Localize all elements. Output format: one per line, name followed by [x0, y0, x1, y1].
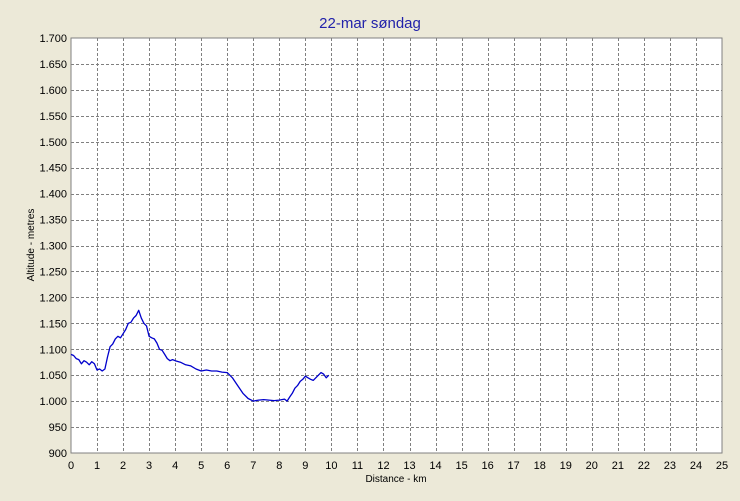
y-tick-label: 1.000	[39, 396, 67, 408]
y-tick-label: 1.200	[39, 292, 67, 304]
x-tick-label: 10	[325, 460, 337, 472]
y-tick-label: 1.350	[39, 215, 67, 227]
y-tick-label: 1.300	[39, 241, 67, 253]
y-tick-label: 1.550	[39, 111, 67, 123]
grid-layer	[71, 38, 722, 453]
y-tick-label: 1.050	[39, 370, 67, 382]
x-tick-label: 24	[690, 460, 702, 472]
x-tick-label: 23	[664, 460, 676, 472]
chart-title: 22-mar søndag	[319, 15, 421, 32]
y-tick-label: 1.700	[39, 33, 67, 45]
x-tick-label: 12	[377, 460, 389, 472]
y-tick-label: 1.100	[39, 344, 67, 356]
y-tick-label: 1.600	[39, 85, 67, 97]
x-axis-label: Distance - km	[365, 474, 426, 485]
x-tick-label: 0	[68, 460, 74, 472]
x-tick-label: 19	[560, 460, 572, 472]
x-tick-label: 8	[276, 460, 282, 472]
x-tick-label: 13	[403, 460, 415, 472]
x-tick-label: 5	[198, 460, 204, 472]
x-tick-label: 6	[224, 460, 230, 472]
x-tick-label: 4	[172, 460, 178, 472]
plot-border	[70, 37, 723, 454]
y-tick-label: 1.250	[39, 266, 67, 278]
x-tick-label: 14	[429, 460, 441, 472]
altitude-series-line	[70, 309, 330, 402]
x-tick-label: 21	[612, 460, 624, 472]
x-tick-layer: 0 1 2 3 4 5 6 7 8 9 10 11 12 13 14 15 16 17 18 19 20 21 22 23 24…	[68, 460, 728, 472]
y-tick-label: 950	[49, 422, 67, 434]
y-tick-label: 1.400	[39, 189, 67, 201]
x-tick-label: 20	[586, 460, 598, 472]
x-tick-label: 9	[302, 460, 308, 472]
y-axis-label: Altitude - metres	[26, 209, 37, 282]
y-tick-label: 1.650	[39, 59, 67, 71]
y-tick-label: 1.150	[39, 318, 67, 330]
x-tick-label: 16	[482, 460, 494, 472]
x-tick-label: 17	[508, 460, 520, 472]
x-tick-label: 18	[534, 460, 546, 472]
y-tick-layer: 900 950 1.000 1.050 1.100 1.150 1.200 1.250 1.30…	[39, 33, 67, 460]
y-tick-label: 1.450	[39, 163, 67, 175]
x-tick-label: 22	[638, 460, 650, 472]
x-tick-label: 15	[455, 460, 467, 472]
x-tick-label: 3	[146, 460, 152, 472]
x-tick-label: 11	[352, 460, 363, 472]
x-tick-label: 7	[250, 460, 256, 472]
x-tick-label: 1	[94, 460, 100, 472]
x-tick-label: 2	[120, 460, 126, 472]
y-tick-label: 900	[49, 448, 67, 460]
plot-area	[71, 38, 722, 453]
y-tick-label: 1.500	[39, 137, 67, 149]
x-tick-label: 25	[716, 460, 728, 472]
